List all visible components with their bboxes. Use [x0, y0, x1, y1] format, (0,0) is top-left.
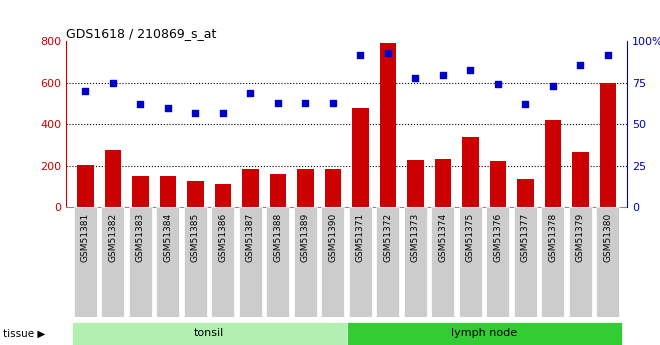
Bar: [407, 160, 424, 207]
Bar: [346, 322, 622, 345]
Bar: [132, 176, 148, 207]
Bar: [599, 83, 616, 207]
Point: [135, 101, 145, 107]
FancyBboxPatch shape: [349, 207, 372, 317]
Point: [355, 52, 366, 57]
Point: [438, 72, 448, 77]
FancyBboxPatch shape: [486, 207, 509, 317]
Text: GSM51380: GSM51380: [603, 213, 612, 262]
Text: GSM51382: GSM51382: [108, 213, 117, 262]
Bar: [517, 179, 533, 207]
Point: [108, 80, 118, 86]
FancyBboxPatch shape: [267, 207, 289, 317]
Text: GSM51390: GSM51390: [328, 213, 337, 262]
Bar: [325, 169, 341, 207]
FancyBboxPatch shape: [376, 207, 399, 317]
Point: [410, 75, 420, 81]
Bar: [462, 137, 478, 207]
Bar: [572, 152, 589, 207]
Bar: [187, 181, 203, 207]
Bar: [297, 169, 314, 207]
Bar: [379, 43, 396, 207]
FancyBboxPatch shape: [74, 207, 96, 317]
Bar: [104, 150, 121, 207]
Bar: [434, 159, 451, 207]
FancyBboxPatch shape: [156, 207, 179, 317]
Text: GSM51388: GSM51388: [273, 213, 282, 262]
Text: GSM51373: GSM51373: [411, 213, 420, 262]
FancyBboxPatch shape: [432, 207, 454, 317]
Text: lymph node: lymph node: [451, 328, 517, 338]
FancyBboxPatch shape: [404, 207, 426, 317]
Point: [465, 67, 476, 72]
Text: GSM51372: GSM51372: [383, 213, 392, 262]
Text: GSM51371: GSM51371: [356, 213, 365, 262]
Point: [520, 101, 531, 107]
Text: GSM51386: GSM51386: [218, 213, 227, 262]
Point: [327, 100, 338, 106]
FancyBboxPatch shape: [541, 207, 564, 317]
Point: [575, 62, 585, 67]
Bar: [490, 161, 506, 207]
FancyBboxPatch shape: [184, 207, 207, 317]
Point: [383, 50, 393, 56]
Point: [218, 110, 228, 115]
Text: GDS1618 / 210869_s_at: GDS1618 / 210869_s_at: [66, 27, 216, 40]
FancyBboxPatch shape: [129, 207, 152, 317]
FancyBboxPatch shape: [321, 207, 344, 317]
Text: GSM51387: GSM51387: [246, 213, 255, 262]
Bar: [77, 165, 94, 207]
Text: GSM51385: GSM51385: [191, 213, 200, 262]
Point: [492, 82, 503, 87]
Point: [162, 105, 173, 110]
Text: GSM51377: GSM51377: [521, 213, 530, 262]
Text: GSM51378: GSM51378: [548, 213, 557, 262]
Text: GSM51383: GSM51383: [136, 213, 145, 262]
Text: tonsil: tonsil: [194, 328, 224, 338]
Point: [245, 90, 255, 96]
FancyBboxPatch shape: [239, 207, 261, 317]
Point: [300, 100, 311, 106]
Bar: [242, 169, 259, 207]
Text: GSM51374: GSM51374: [438, 213, 447, 262]
Point: [603, 52, 613, 57]
Bar: [160, 176, 176, 207]
Text: tissue ▶: tissue ▶: [3, 329, 46, 339]
Point: [548, 83, 558, 89]
FancyBboxPatch shape: [211, 207, 234, 317]
Bar: [544, 120, 561, 207]
FancyBboxPatch shape: [294, 207, 317, 317]
FancyBboxPatch shape: [459, 207, 482, 317]
Text: GSM51389: GSM51389: [301, 213, 310, 262]
FancyBboxPatch shape: [514, 207, 537, 317]
Point: [273, 100, 283, 106]
Text: GSM51379: GSM51379: [576, 213, 585, 262]
FancyBboxPatch shape: [569, 207, 591, 317]
Bar: [71, 322, 346, 345]
Text: GSM51376: GSM51376: [493, 213, 502, 262]
Text: GSM51381: GSM51381: [81, 213, 90, 262]
Bar: [214, 184, 231, 207]
FancyBboxPatch shape: [102, 207, 124, 317]
Point: [80, 88, 90, 94]
Text: GSM51375: GSM51375: [466, 213, 475, 262]
Point: [190, 110, 201, 115]
Bar: [352, 108, 368, 207]
Text: GSM51384: GSM51384: [163, 213, 172, 262]
Bar: [269, 174, 286, 207]
FancyBboxPatch shape: [597, 207, 619, 317]
